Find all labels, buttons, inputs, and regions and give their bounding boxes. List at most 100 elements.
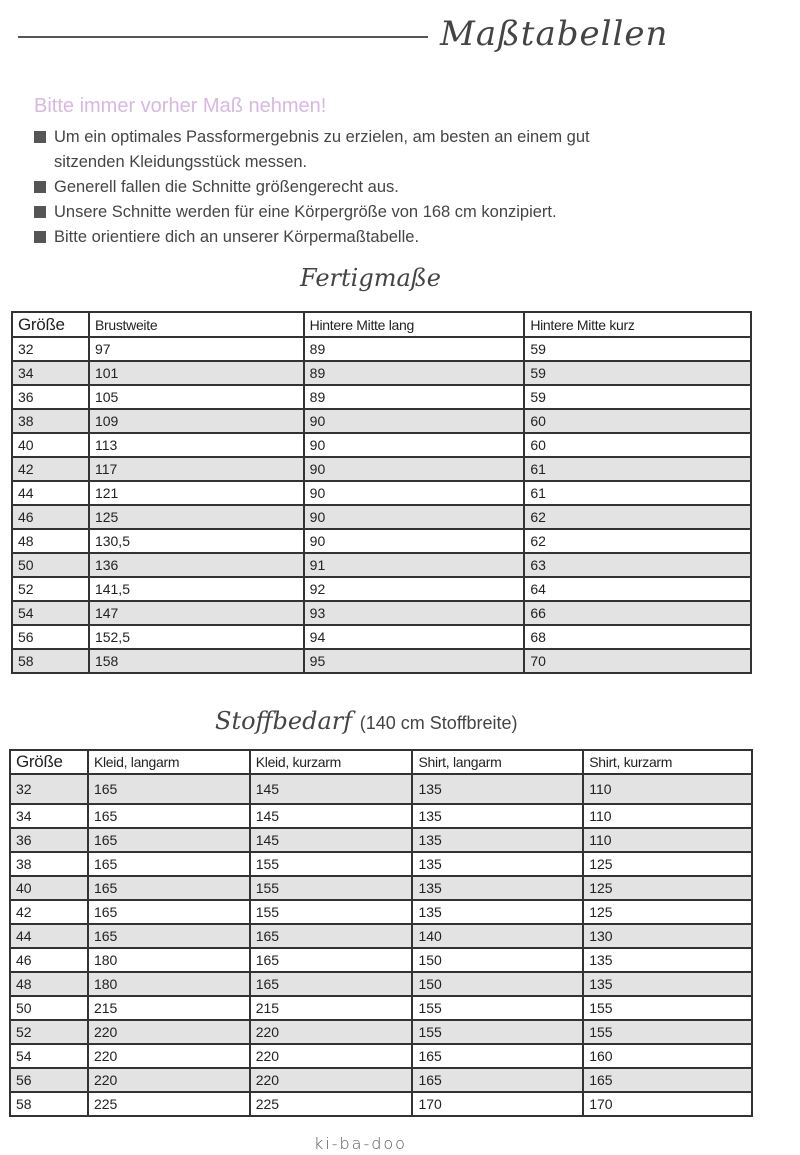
table-cell: 38: [11, 408, 90, 434]
table-cell: 165: [86, 803, 251, 829]
stoffbedarf-heading: Stoffbedarf (140 cm Stoffbreite): [215, 707, 518, 735]
table-cell: 38: [9, 851, 89, 877]
intro-lead: Bitte immer vorher Maß nehmen!: [34, 95, 327, 117]
table-cell: 165: [411, 1067, 585, 1093]
table-cell: 152,5: [87, 624, 305, 650]
table-header-row: Größe Kleid, langarm Kleid, kurzarm Shirt, …: [9, 749, 753, 775]
table-cell: 145: [248, 773, 414, 805]
table-row: 40 113 90 60: [11, 432, 752, 458]
table-cell: 62: [523, 504, 752, 530]
table-cell: 60: [523, 432, 752, 458]
table-row: 34 101 89 59: [11, 360, 752, 386]
table-cell: 135: [411, 803, 585, 829]
table-row: 40 165 155 135 125: [9, 875, 753, 901]
bullet-item: Unsere Schnitte werden für eine Körpergr…: [34, 200, 614, 225]
table-cell: 46: [11, 504, 90, 530]
table-cell: 89: [302, 336, 526, 362]
table-cell: 97: [87, 336, 305, 362]
table-row: 46 180 165 150 135: [9, 947, 753, 973]
table-cell: 110: [582, 773, 753, 805]
table-cell: 125: [582, 875, 753, 901]
table-cell: 165: [582, 1067, 753, 1093]
table-cell: 136: [87, 552, 305, 578]
column-header: Hintere Mitte kurz: [523, 311, 752, 338]
table-cell: 180: [86, 971, 251, 997]
table-cell: 61: [523, 480, 752, 506]
table-cell: 158: [87, 648, 305, 674]
table-cell: 52: [9, 1019, 89, 1045]
table-cell: 89: [302, 360, 526, 386]
column-header: Brustweite: [87, 311, 305, 338]
table-row: 52 141,5 92 64: [11, 576, 752, 602]
header-rule: [18, 36, 428, 38]
table-cell: 101: [87, 360, 305, 386]
table-cell: 48: [9, 971, 89, 997]
table-cell: 59: [523, 384, 752, 410]
table-cell: 34: [11, 360, 90, 386]
table-row: 36 165 145 135 110: [9, 827, 753, 853]
table-cell: 93: [302, 600, 526, 626]
table-cell: 58: [9, 1091, 89, 1117]
table-cell: 70: [523, 648, 752, 674]
table-cell: 170: [582, 1091, 753, 1117]
table-cell: 34: [9, 803, 89, 829]
table-row: 56 152,5 94 68: [11, 624, 752, 650]
table-cell: 95: [302, 648, 526, 674]
table-cell: 165: [248, 923, 414, 949]
table-row: 48 130,5 90 62: [11, 528, 752, 554]
table-cell: 130: [582, 923, 753, 949]
table-cell: 155: [411, 1019, 585, 1045]
table-cell: 54: [11, 600, 90, 626]
table-cell: 40: [11, 432, 90, 458]
table-cell: 89: [302, 384, 526, 410]
table-cell: 145: [248, 827, 414, 853]
table-cell: 125: [582, 899, 753, 925]
table-cell: 165: [411, 1043, 585, 1069]
table-cell: 94: [302, 624, 526, 650]
table-cell: 145: [248, 803, 414, 829]
table-cell: 220: [248, 1043, 414, 1069]
table-cell: 155: [411, 995, 585, 1021]
table-cell: 90: [302, 504, 526, 530]
table-cell: 117: [87, 456, 305, 482]
table-cell: 56: [9, 1067, 89, 1093]
table-cell: 220: [248, 1067, 414, 1093]
table-cell: 125: [87, 504, 305, 530]
table-cell: 155: [248, 899, 414, 925]
table-cell: 135: [411, 851, 585, 877]
table-cell: 121: [87, 480, 305, 506]
table-row: 46 125 90 62: [11, 504, 752, 530]
fertigmasse-title: Fertigmaße: [300, 264, 441, 292]
table-cell: 165: [86, 827, 251, 853]
column-header: Kleid, langarm: [86, 749, 251, 775]
table-cell: 52: [11, 576, 90, 602]
table-cell: 220: [86, 1019, 251, 1045]
table-row: 32 165 145 135 110: [9, 773, 753, 805]
table-cell: 141,5: [87, 576, 305, 602]
page-title: Maßtabellen: [440, 14, 669, 54]
table-cell: 165: [248, 971, 414, 997]
table-cell: 155: [248, 851, 414, 877]
table-cell: 54: [9, 1043, 89, 1069]
table-cell: 68: [523, 624, 752, 650]
bullet-item: Generell fallen die Schnitte größengerec…: [34, 175, 614, 200]
table-cell: 147: [87, 600, 305, 626]
table-cell: 48: [11, 528, 90, 554]
table-row: 50 215 215 155 155: [9, 995, 753, 1021]
table-cell: 165: [86, 773, 251, 805]
table-cell: 125: [582, 851, 753, 877]
table-cell: 58: [11, 648, 90, 674]
table-cell: 44: [11, 480, 90, 506]
table-cell: 215: [248, 995, 414, 1021]
table-row: 58 225 225 170 170: [9, 1091, 753, 1117]
table-cell: 59: [523, 336, 752, 362]
table-cell: 42: [11, 456, 90, 482]
table-row: 54 220 220 165 160: [9, 1043, 753, 1069]
table-cell: 90: [302, 456, 526, 482]
table-cell: 90: [302, 408, 526, 434]
table-cell: 90: [302, 480, 526, 506]
table-cell: 150: [411, 947, 585, 973]
table-cell: 165: [86, 875, 251, 901]
table-cell: 135: [582, 947, 753, 973]
column-header: Kleid, kurzarm: [248, 749, 414, 775]
